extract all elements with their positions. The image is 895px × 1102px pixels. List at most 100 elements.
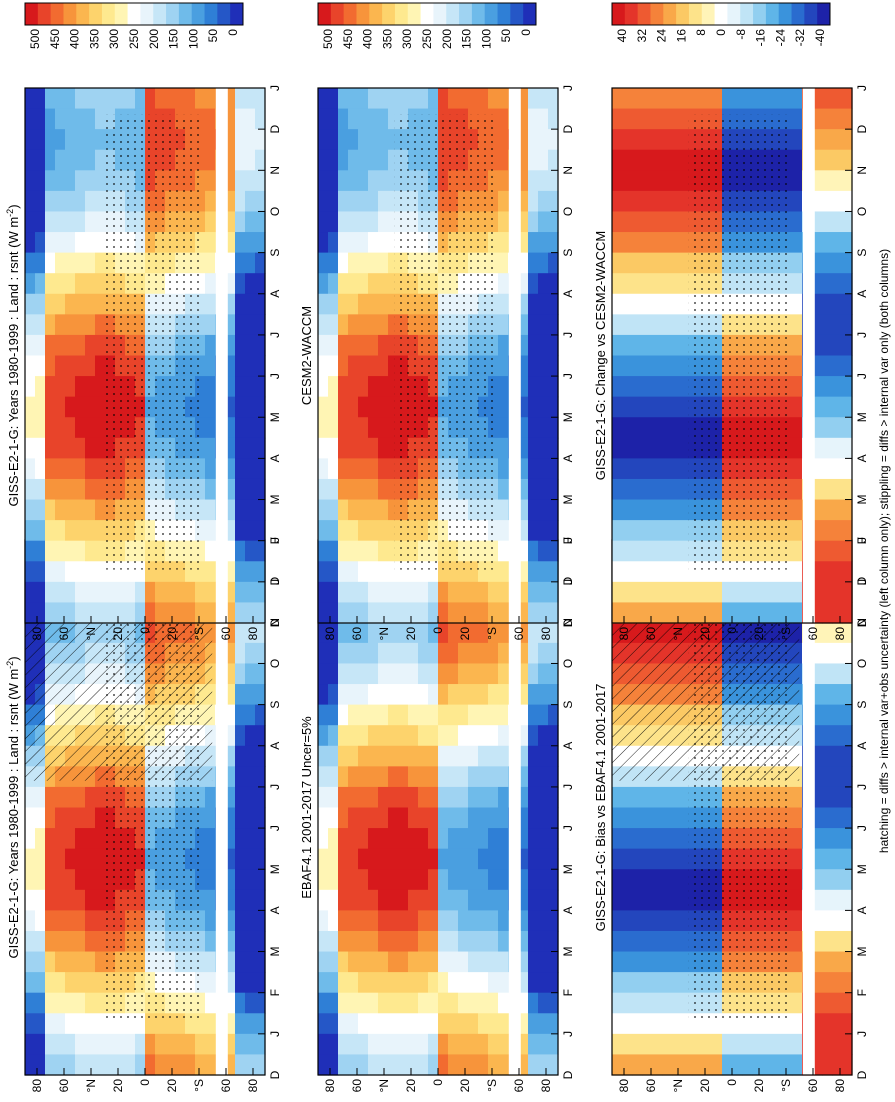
heatmap-cell <box>842 745 853 767</box>
heatmap-cell <box>348 211 359 233</box>
heatmap-cell <box>55 561 66 583</box>
colorbar-swatch <box>753 3 767 25</box>
heatmap-cell <box>832 602 843 624</box>
heatmap-cell <box>652 108 663 130</box>
heatmap-cell <box>328 129 339 151</box>
month-tick-label: J <box>268 825 282 831</box>
heatmap-cell <box>662 602 673 624</box>
heatmap-cell <box>348 478 359 501</box>
heatmap-cell <box>235 437 246 459</box>
heatmap-cell <box>792 396 803 418</box>
heatmap-cell <box>65 190 76 213</box>
colorbar-swatch <box>63 3 77 25</box>
heatmap-cell <box>358 848 369 870</box>
heatmap-cell <box>468 642 479 665</box>
heatmap-cell <box>25 848 36 870</box>
heatmap-cell <box>328 725 339 747</box>
heatmap-cell <box>55 972 66 994</box>
heatmap-cell <box>75 828 86 850</box>
heatmap-cell <box>155 1054 166 1076</box>
heatmap-cell <box>418 663 429 685</box>
heatmap-cell <box>205 848 216 870</box>
heatmap-cell <box>548 1054 559 1076</box>
heatmap-cell <box>528 170 539 192</box>
heatmap-cell <box>378 417 389 439</box>
heatmap-cell <box>328 1033 339 1056</box>
heatmap-cell <box>95 828 106 850</box>
heatmap-cell <box>438 622 449 644</box>
heatmap-cell <box>45 499 56 521</box>
month-tick-label: M <box>855 412 869 422</box>
heatmap-cell <box>518 314 529 336</box>
heatmap-cell <box>328 520 339 542</box>
heatmap-cell <box>45 602 56 624</box>
heatmap-cell <box>682 930 693 953</box>
month-tick-label: D <box>855 1070 869 1079</box>
heatmap-cell <box>548 334 559 357</box>
heatmap-cell <box>832 725 843 747</box>
heatmap-cell <box>388 869 399 891</box>
heatmap-cell <box>632 1013 643 1035</box>
heatmap-cell <box>35 786 46 809</box>
heatmap-cell <box>682 211 693 233</box>
heatmap-cell <box>518 232 529 254</box>
heatmap-cell <box>235 540 246 562</box>
month-tick-label: J <box>561 537 575 543</box>
heatmap-cell <box>205 417 216 439</box>
heatmap-cell <box>682 951 693 973</box>
heatmap-cell <box>498 930 509 953</box>
heatmap-cell <box>518 910 529 932</box>
heatmap-cell <box>45 972 56 994</box>
heatmap-cell <box>612 417 623 439</box>
heatmap-cell <box>672 314 683 336</box>
heatmap-cell <box>612 992 623 1014</box>
heatmap-cell <box>318 376 329 398</box>
heatmap-cell <box>832 437 843 459</box>
heatmap-cell <box>85 437 96 459</box>
month-tick-label: J <box>855 825 869 831</box>
heatmap-cell <box>205 951 216 973</box>
heatmap-cell <box>672 273 683 295</box>
heatmap-cell <box>235 170 246 192</box>
heatmap-cell <box>75 869 86 891</box>
heatmap-cell <box>822 252 833 274</box>
colorbar-tick-label: 8 <box>694 29 708 36</box>
colorbar-tick-label: 450 <box>341 29 355 49</box>
heatmap-cell <box>225 355 236 377</box>
heatmap-cell <box>612 314 623 336</box>
heatmap-cell <box>622 190 633 213</box>
heatmap-cell <box>488 1013 499 1035</box>
heatmap-cell <box>255 273 266 295</box>
lat-tick-label: °N <box>377 627 391 640</box>
heatmap-cell <box>255 930 266 953</box>
heatmap-cell <box>95 376 106 398</box>
heatmap-cell <box>468 786 479 809</box>
heatmap-cell <box>165 581 176 604</box>
heatmap-cell <box>245 642 256 665</box>
heatmap-cell <box>338 704 349 726</box>
panel-title-superscript: -2 <box>5 209 15 217</box>
heatmap-cell <box>548 725 559 747</box>
heatmap-cell <box>518 972 529 994</box>
heatmap-cell <box>105 561 116 583</box>
heatmap-cell <box>25 520 36 542</box>
lat-tick-label: 80 <box>617 627 631 641</box>
heatmap-cell <box>538 334 549 357</box>
footnote: hatching = diffs > internal var+obs unce… <box>877 249 891 853</box>
heatmap-cell <box>812 499 823 521</box>
heatmap-cell <box>622 129 633 151</box>
heatmap-cell <box>652 334 663 357</box>
heatmap-cell <box>438 786 449 809</box>
heatmap-cell <box>358 1054 369 1076</box>
heatmap-cell <box>35 869 46 891</box>
heatmap-cell <box>468 807 479 829</box>
heatmap-cell <box>612 602 623 624</box>
heatmap-cell <box>165 88 176 110</box>
heatmap-cell <box>245 334 256 357</box>
heatmap-cell <box>762 602 773 624</box>
heatmap-cell <box>752 1033 763 1056</box>
heatmap-cell <box>792 458 803 480</box>
panel-title-text: GISS-E2-1-G: Change vs CESM2-WACCM <box>593 231 608 480</box>
heatmap-cell <box>672 376 683 398</box>
